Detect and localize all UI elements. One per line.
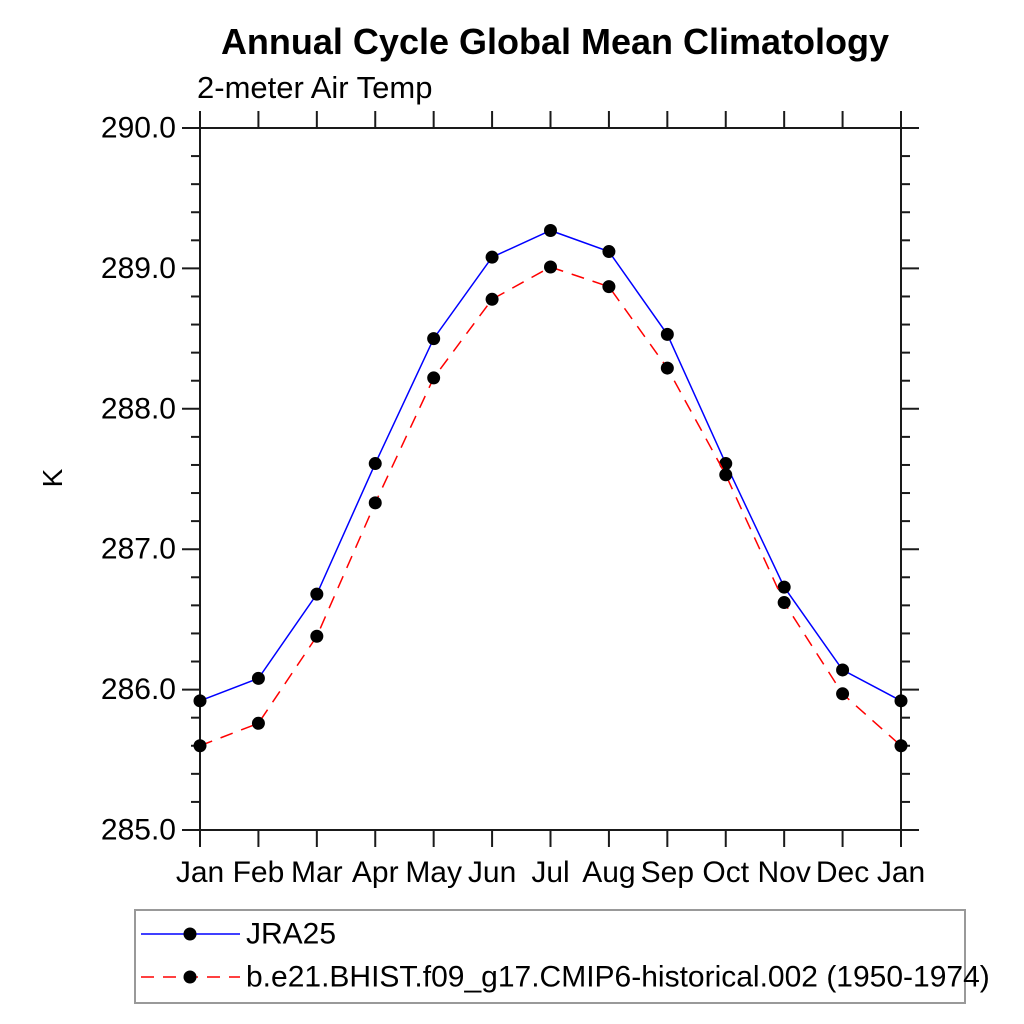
x-tick-label: Jan [176,856,224,889]
legend-box [134,909,966,1004]
y-tick-label: 285.0 [101,814,176,847]
data-point-marker [485,292,499,306]
data-point-marker [777,580,791,594]
x-tick-label: Mar [291,856,343,889]
data-point-marker [427,371,441,385]
data-point-marker [310,629,324,643]
data-point-marker [368,496,382,510]
data-point-marker [836,663,850,677]
y-tick-label: 287.0 [101,533,176,566]
data-point-marker [660,361,674,375]
data-point-marker [310,587,324,601]
data-point-marker [427,332,441,346]
plot-series [193,223,908,753]
legend-marker-icon [183,927,197,941]
data-point-marker [368,457,382,471]
x-tick-label: Aug [582,856,635,889]
legend: JRA25 b.e21.BHIST.f09_g17.CMIP6-historic… [134,909,990,1004]
legend-label: JRA25 [246,918,336,951]
data-point-marker [660,327,674,341]
y-axis-tick-labels: 285.0 286.0 287.0 288.0 289.0 290.0 [101,112,176,847]
data-point-marker [894,739,908,753]
legend-label: b.e21.BHIST.f09_g17.CMIP6-historical.002… [246,961,990,994]
data-point-marker [251,671,265,685]
y-axis-title: K [37,468,68,487]
x-tick-label: Dec [816,856,869,889]
data-point-marker [485,250,499,264]
data-point-marker [193,739,207,753]
x-tick-label: Jul [531,856,569,889]
x-tick-label: Nov [757,856,810,889]
data-point-marker [193,694,207,708]
legend-item-jra25: JRA25 [141,918,336,951]
data-point-marker [251,716,265,730]
x-axis-tick-labels: Jan Feb Mar Apr May Jun Jul Aug Sep Oct Nov Dec Jan [176,856,925,889]
data-point-marker [602,245,616,259]
legend-marker-icon [183,970,197,984]
x-tick-label: Feb [233,856,285,889]
data-point-marker [836,687,850,701]
y-tick-label: 289.0 [101,252,176,285]
x-tick-label: Apr [352,856,399,889]
data-point-marker [544,260,557,274]
data-point-marker [719,457,733,471]
data-point-marker [777,596,791,610]
legend-item-model: b.e21.BHIST.f09_g17.CMIP6-historical.002… [141,961,990,994]
y-tick-label: 286.0 [101,673,176,706]
data-point-marker [544,223,557,237]
data-point-marker [602,280,616,294]
axes [182,111,919,847]
series-line-1 [199,266,902,747]
chart-subtitle: 2-meter Air Temp [197,70,432,105]
x-tick-label: Oct [702,856,749,889]
data-point-marker [719,468,733,482]
data-point-marker [894,694,908,708]
chart-title: Annual Cycle Global Mean Climatology [221,21,889,62]
y-tick-label: 288.0 [101,392,176,425]
x-tick-label: May [405,856,462,889]
x-tick-label: Jan [877,856,925,889]
x-tick-label: Sep [641,856,694,889]
y-tick-label: 290.0 [101,112,176,145]
series-line-0 [199,229,902,702]
x-tick-label: Jun [468,856,516,889]
